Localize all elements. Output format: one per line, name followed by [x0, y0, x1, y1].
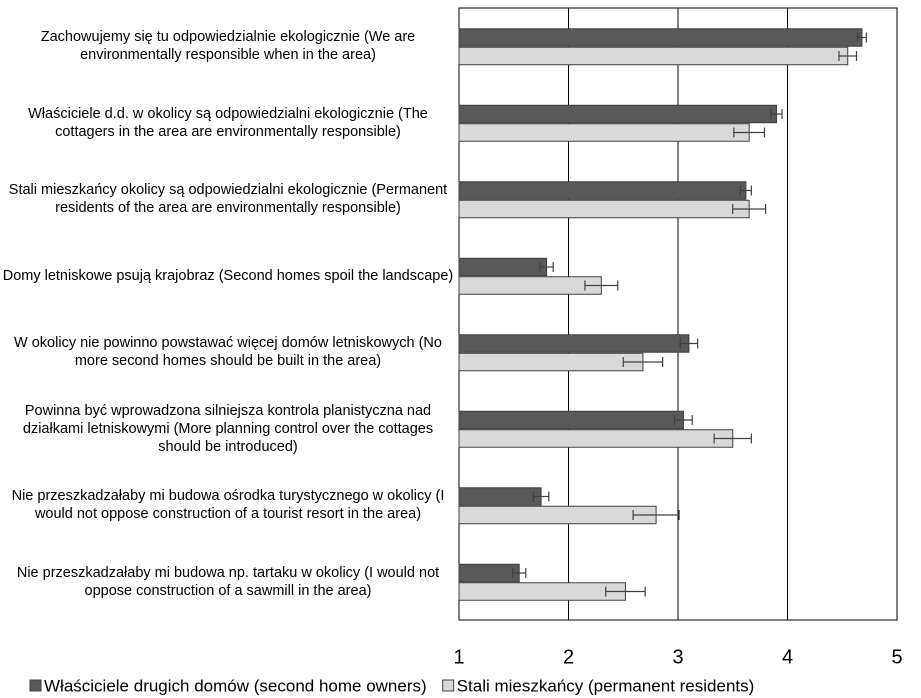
error-bar: [770, 109, 783, 119]
error-bar: [838, 51, 858, 61]
bar: [458, 181, 747, 200]
category-label: Powinna być wprowadzona silniejsza kontr…: [22, 402, 434, 455]
category-label: Domy letniskowe psują krajobraz (Second …: [2, 267, 454, 284]
bar: [458, 582, 626, 601]
category-label: Stali mieszkańcy okolicy są odpowiedzial…: [8, 182, 448, 217]
bar: [458, 487, 542, 506]
category-label: Właściciele d.d. w okolicy są odpowiedzi…: [28, 105, 428, 140]
error-bar: [584, 280, 619, 291]
legend-swatch: [442, 679, 455, 692]
bar: [458, 123, 750, 142]
category-label: Nie przeszkadzałaby mi budowa ośrodka tu…: [11, 488, 445, 523]
x-tick-label: 5: [891, 646, 902, 668]
error-bar: [713, 433, 752, 444]
error-bar: [679, 338, 699, 349]
bar: [458, 199, 750, 219]
legend-label: Właściciele drugich domów (second home o…: [44, 676, 427, 695]
bar: [458, 429, 734, 448]
error-bar: [605, 586, 646, 597]
x-tick-label: 1: [453, 646, 464, 668]
bar: [458, 28, 863, 47]
error-bar: [733, 127, 766, 138]
bar: [458, 257, 548, 277]
error-bar: [674, 415, 693, 425]
error-bar: [532, 491, 550, 502]
legend-label: Stali mieszkańcy (permanent residents): [457, 676, 755, 695]
error-bar: [856, 32, 867, 43]
category-label: Zachowujemy się tu odpowiedzialnie ekolo…: [40, 29, 416, 64]
error-bar: [739, 185, 752, 196]
bar: [458, 46, 849, 66]
x-tick-label: 2: [563, 646, 574, 668]
bar: [458, 104, 778, 124]
x-tick-label: 4: [782, 646, 793, 668]
bar: [458, 505, 657, 525]
error-bar: [512, 568, 527, 578]
bar: [458, 410, 684, 430]
error-bar: [632, 510, 680, 520]
bar: [458, 563, 520, 583]
legend-swatch: [29, 679, 42, 692]
error-bar: [732, 204, 767, 214]
x-tick-label: 3: [672, 646, 683, 668]
bar: [458, 276, 602, 295]
error-bar: [622, 357, 664, 367]
category-label: Nie przeszkadzałaby mi budowa np. tartak…: [16, 564, 440, 599]
bar: [458, 334, 690, 353]
error-bar: [539, 262, 554, 272]
bar: [458, 352, 644, 372]
category-label: W okolicy nie powinno powstawać więcej d…: [14, 335, 442, 370]
